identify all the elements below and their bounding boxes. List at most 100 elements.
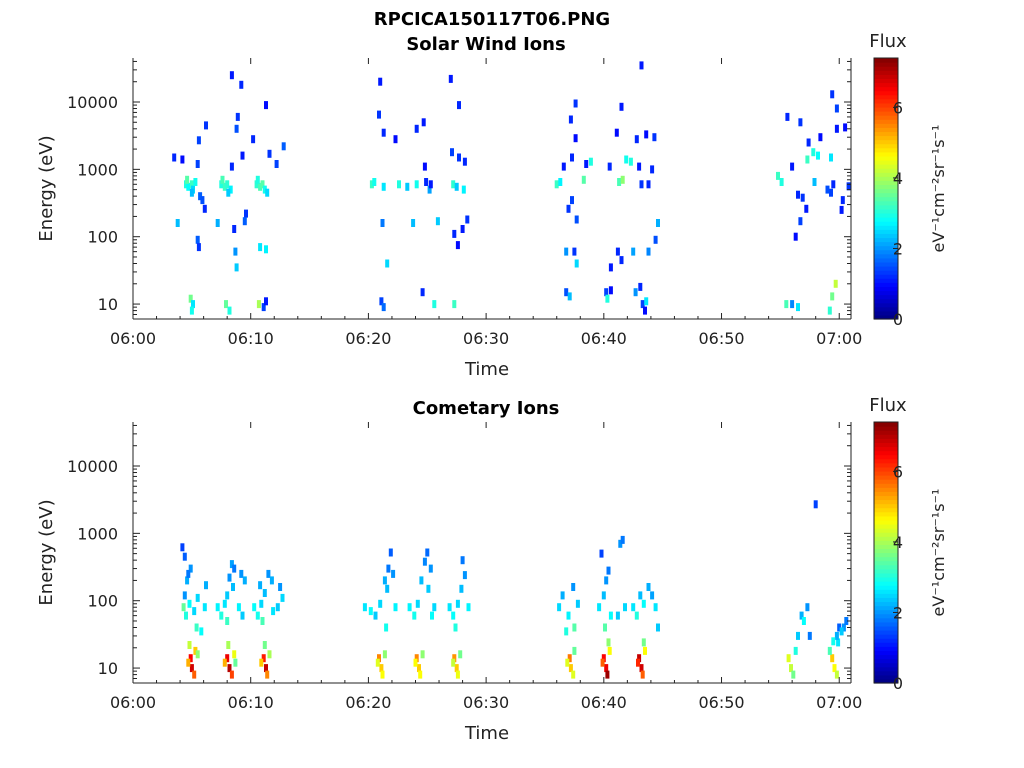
heatmap-cell (650, 165, 655, 174)
heatmap-cell (801, 617, 806, 625)
heatmap-cell (656, 623, 660, 632)
heatmap-cell (413, 658, 418, 667)
heatmap-cell (636, 658, 640, 667)
colorbar-segment (874, 564, 898, 570)
heatmap-cell (172, 153, 177, 162)
heatmap-cell (239, 569, 244, 578)
heatmap-cell (427, 185, 432, 194)
heatmap-cell (619, 256, 624, 265)
heatmap-cell (415, 599, 420, 608)
heatmap-cell (846, 182, 851, 191)
x-tick-label: 06:20 (345, 693, 391, 712)
y-tick-label: 10000 (67, 457, 118, 476)
colorbar-segment (874, 593, 898, 598)
x-tick-label: 07:00 (816, 693, 862, 712)
heatmap-cell (244, 209, 248, 218)
colorbar-segment (874, 282, 898, 287)
colorbar-segment (874, 233, 898, 239)
heatmap-cell (811, 148, 816, 157)
heatmap-cell (570, 196, 574, 205)
heatmap-cell (189, 306, 194, 315)
colorbar-segment (874, 196, 898, 202)
x-tick-label: 06:30 (463, 693, 509, 712)
heatmap-cell (267, 650, 272, 659)
colorbar: Flux 0 2 4 6 eV⁻¹cm⁻²sr⁻¹s⁻¹ (869, 395, 948, 693)
heatmap-cell (188, 654, 193, 663)
heatmap-cell (793, 232, 798, 241)
heatmap-cell (414, 654, 419, 663)
heatmap-cell (204, 581, 208, 590)
heatmap-cell (605, 670, 610, 679)
colorbar-segment (874, 98, 898, 104)
heatmap-cell (574, 215, 579, 224)
heatmap-cell (554, 180, 559, 189)
panel-title: Solar Wind Ions (406, 34, 565, 55)
colorbar-segment (874, 229, 898, 234)
colorbar-segment (874, 625, 898, 631)
heatmap-cell (380, 219, 385, 227)
heatmap-cell (600, 658, 605, 667)
heatmap-cell (414, 180, 419, 189)
heatmap-cell (393, 135, 398, 144)
heatmap-cell (405, 182, 410, 191)
colorbar-segment (874, 86, 898, 92)
heatmap-cell (240, 151, 245, 160)
heatmap-cell (380, 670, 385, 679)
colorbar-tick-label: 2 (893, 239, 903, 258)
heatmap-cell (202, 603, 207, 612)
heatmap-cell (258, 243, 263, 252)
heatmap-cell (266, 569, 271, 578)
heatmap-cell (235, 112, 240, 121)
heatmap-cell (615, 247, 620, 256)
heatmap-cell (224, 300, 228, 309)
heatmap-cell (264, 245, 268, 254)
colorbar-segment (874, 617, 898, 623)
heatmap-cell (634, 135, 639, 144)
heatmap-cell (271, 607, 276, 616)
heatmap-cell (215, 603, 220, 612)
heatmap-cell (796, 303, 800, 312)
heatmap-cells (172, 61, 851, 315)
heatmap-cell (451, 658, 456, 667)
heatmap-cell (420, 288, 425, 297)
heatmap-cell (573, 134, 578, 143)
heatmap-cell (643, 306, 647, 315)
heatmap-cell (603, 623, 607, 632)
colorbar-segment (874, 74, 898, 79)
heatmap-cell (435, 217, 440, 226)
heatmap-cell (225, 617, 230, 625)
colorbar-segment (874, 638, 898, 643)
colorbar-segment (874, 90, 898, 96)
heatmap-cell (620, 175, 625, 184)
colorbar-segment (874, 609, 898, 615)
heatmap-cell (219, 611, 224, 620)
colorbar-segment (874, 556, 898, 562)
colorbar-segment (874, 654, 898, 660)
heatmap-cell (839, 627, 844, 636)
heatmap-cell (382, 650, 387, 659)
heatmap-cell (385, 259, 390, 268)
colorbar-segment (874, 662, 898, 668)
colorbar-segment (874, 430, 898, 435)
colorbar-segment (874, 568, 898, 574)
heatmap-cell (834, 124, 839, 133)
colorbar-segment (874, 119, 898, 124)
heatmap-cell (631, 603, 636, 612)
colorbar-frame (873, 57, 899, 320)
colorbar-segment (874, 127, 898, 133)
colorbar-segment (874, 523, 898, 529)
heatmap-cell (453, 623, 458, 632)
colorbar-segment (874, 286, 898, 292)
heatmap-cell (255, 175, 260, 184)
y-tick-label: 100 (87, 592, 118, 611)
y-axis-label: Energy (eV) (36, 135, 57, 241)
colorbar-segment (874, 135, 898, 141)
colorbar-segment (874, 106, 898, 112)
heatmap-cell (261, 303, 266, 312)
heatmap-cell (220, 175, 225, 184)
heatmap-cell (259, 658, 264, 667)
heatmap-cell (615, 611, 620, 620)
colorbar-segment (874, 450, 898, 456)
heatmap-cell (420, 650, 425, 659)
heatmap-cell (604, 288, 609, 297)
